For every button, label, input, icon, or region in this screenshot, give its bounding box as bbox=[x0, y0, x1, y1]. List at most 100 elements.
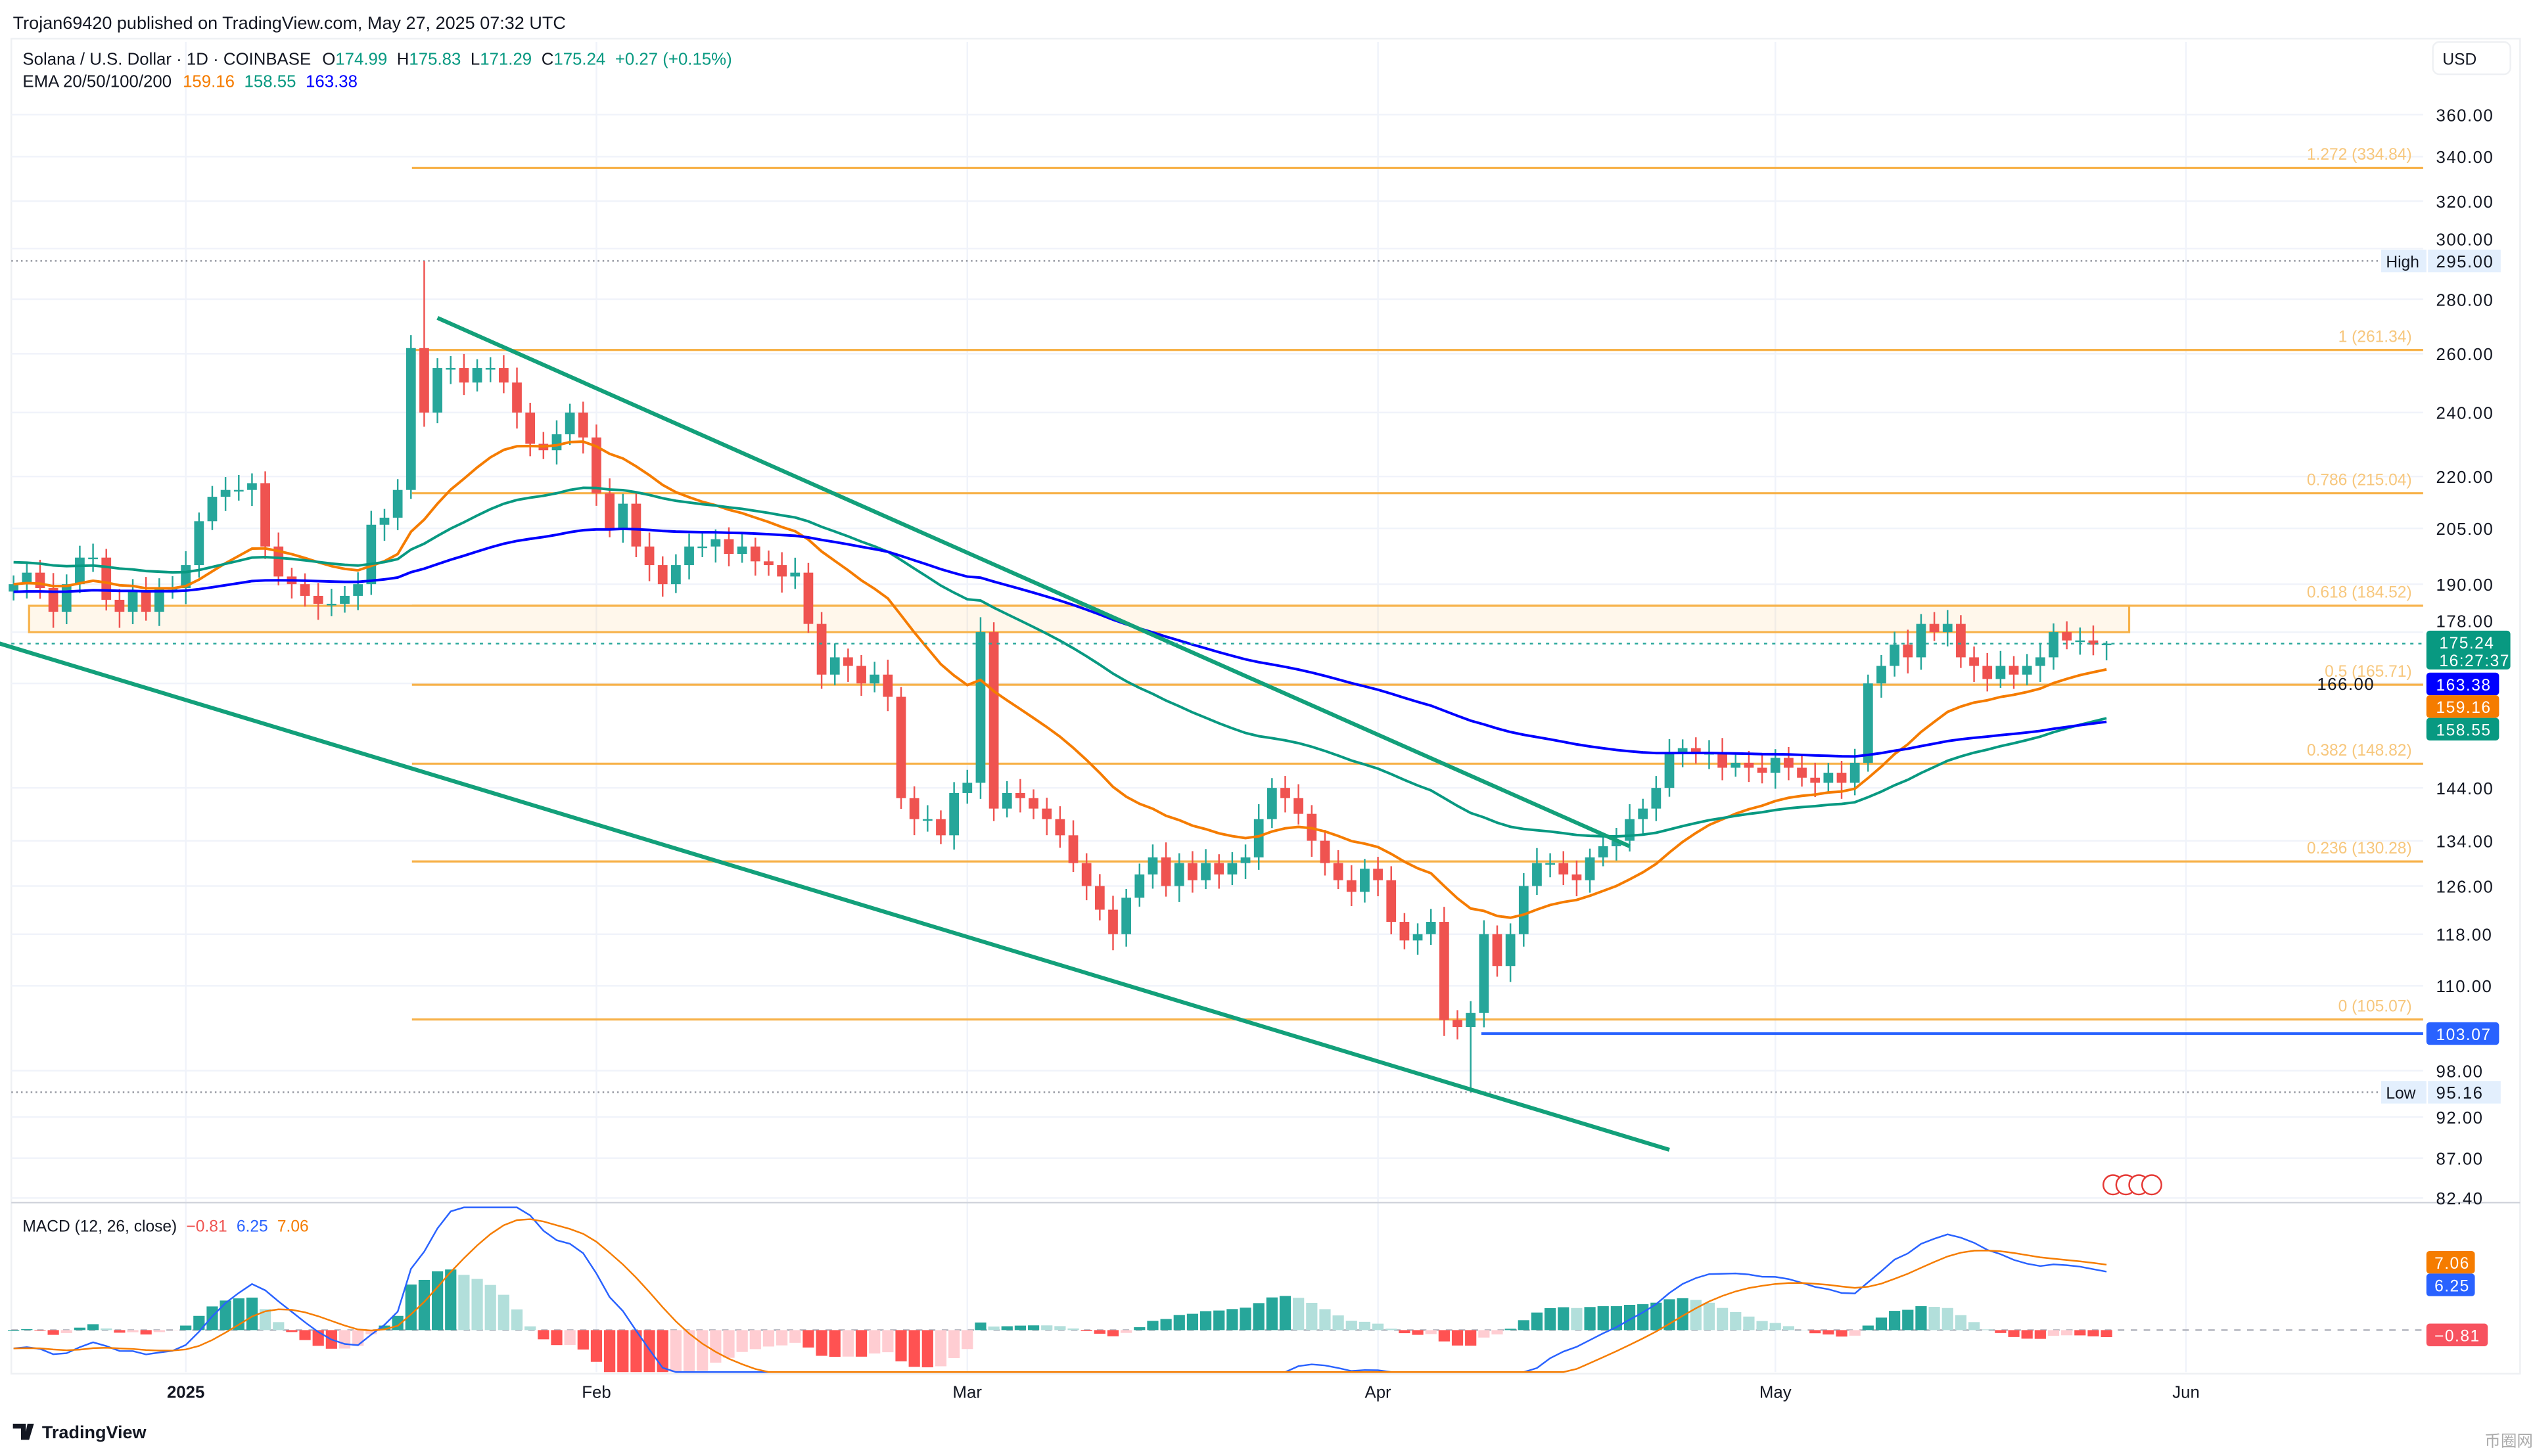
candle[interactable] bbox=[1770, 749, 1780, 789]
candle[interactable] bbox=[114, 589, 125, 628]
candle[interactable] bbox=[1029, 789, 1038, 819]
candle[interactable] bbox=[578, 401, 588, 454]
candle[interactable] bbox=[1346, 865, 1357, 907]
candle[interactable] bbox=[260, 471, 270, 559]
candle[interactable] bbox=[777, 552, 787, 593]
candle[interactable] bbox=[1916, 614, 1926, 670]
candle[interactable] bbox=[697, 531, 708, 557]
candle[interactable] bbox=[790, 557, 801, 589]
candle[interactable] bbox=[1015, 779, 1025, 813]
candle[interactable] bbox=[101, 549, 112, 611]
candle[interactable] bbox=[1836, 761, 1847, 799]
candle[interactable] bbox=[1876, 655, 1886, 698]
candle[interactable] bbox=[1942, 610, 1953, 647]
candle[interactable] bbox=[459, 353, 469, 396]
candle[interactable] bbox=[657, 556, 668, 597]
candle[interactable] bbox=[1068, 820, 1079, 873]
candle[interactable] bbox=[2049, 623, 2058, 670]
candle[interactable] bbox=[287, 568, 297, 599]
candle[interactable] bbox=[631, 491, 641, 557]
candle[interactable] bbox=[1784, 746, 1794, 781]
candle[interactable] bbox=[936, 810, 946, 844]
candle[interactable] bbox=[1188, 851, 1197, 893]
candle[interactable] bbox=[2009, 656, 2019, 689]
candle[interactable] bbox=[1890, 631, 1900, 677]
plot-area[interactable] bbox=[0, 261, 2423, 1152]
candle[interactable] bbox=[1108, 896, 1118, 951]
candle[interactable] bbox=[684, 534, 694, 580]
candle[interactable] bbox=[1969, 646, 1979, 682]
candle[interactable] bbox=[1266, 778, 1277, 829]
candle[interactable] bbox=[1360, 859, 1370, 903]
price-axis[interactable]: 360.00 340.00 320.00 300.00 280.00 260.00 240.… bbox=[2317, 106, 2511, 1208]
candle[interactable] bbox=[300, 573, 310, 607]
candle[interactable] bbox=[829, 643, 840, 685]
candle[interactable] bbox=[233, 474, 244, 501]
candle[interactable] bbox=[340, 586, 350, 613]
candle[interactable] bbox=[1201, 849, 1211, 890]
candle[interactable] bbox=[870, 662, 880, 693]
macd-legend[interactable]: MACD (12, 26, close) −0.81 6.25 7.06 bbox=[22, 1218, 308, 1236]
candle[interactable] bbox=[1492, 925, 1502, 977]
candle[interactable] bbox=[1558, 851, 1569, 886]
candle[interactable] bbox=[843, 648, 853, 682]
candle[interactable] bbox=[896, 687, 906, 809]
candle[interactable] bbox=[432, 358, 442, 424]
candle[interactable] bbox=[1505, 923, 1516, 982]
candle[interactable] bbox=[1797, 754, 1807, 787]
candle[interactable] bbox=[1651, 776, 1662, 821]
candle[interactable] bbox=[2088, 625, 2099, 656]
candle[interactable] bbox=[671, 554, 681, 593]
candle[interactable] bbox=[2062, 621, 2072, 650]
candle[interactable] bbox=[737, 532, 747, 563]
currency-button[interactable] bbox=[2432, 41, 2511, 76]
candle[interactable] bbox=[710, 529, 721, 563]
candle[interactable] bbox=[1731, 753, 1741, 777]
candle[interactable] bbox=[35, 559, 45, 599]
candle[interactable] bbox=[2022, 654, 2032, 685]
candle[interactable] bbox=[1532, 848, 1542, 895]
candle[interactable] bbox=[618, 493, 628, 543]
candle[interactable] bbox=[816, 612, 827, 689]
candle[interactable] bbox=[1638, 798, 1648, 836]
candle[interactable] bbox=[419, 261, 429, 427]
candle[interactable] bbox=[207, 486, 218, 530]
candle[interactable] bbox=[764, 550, 774, 576]
trendline[interactable] bbox=[0, 641, 1670, 1152]
candle[interactable] bbox=[1002, 781, 1012, 818]
candle[interactable] bbox=[922, 805, 933, 832]
candle[interactable] bbox=[2035, 643, 2045, 682]
candle[interactable] bbox=[1810, 762, 1821, 798]
candle[interactable] bbox=[512, 367, 522, 429]
candle[interactable] bbox=[1518, 873, 1529, 947]
candle[interactable] bbox=[1995, 650, 2006, 688]
candle[interactable] bbox=[592, 424, 601, 506]
candle[interactable] bbox=[1664, 739, 1675, 797]
candle[interactable] bbox=[22, 562, 32, 599]
candle[interactable] bbox=[1412, 923, 1423, 955]
candle[interactable] bbox=[1148, 844, 1158, 889]
candle[interactable] bbox=[1227, 852, 1238, 886]
candle[interactable] bbox=[1307, 805, 1317, 857]
candle[interactable] bbox=[485, 357, 496, 382]
candle[interactable] bbox=[141, 577, 151, 621]
candle[interactable] bbox=[1373, 857, 1383, 897]
candle[interactable] bbox=[1240, 844, 1251, 879]
candle[interactable] bbox=[379, 509, 390, 541]
candle[interactable] bbox=[1320, 830, 1330, 876]
candle[interactable] bbox=[551, 420, 562, 465]
candle[interactable] bbox=[247, 473, 257, 507]
candle[interactable] bbox=[1717, 738, 1727, 781]
candle[interactable] bbox=[1690, 737, 1701, 764]
candle[interactable] bbox=[1571, 860, 1582, 897]
candle[interactable] bbox=[962, 769, 973, 804]
candle[interactable] bbox=[392, 479, 403, 530]
candle[interactable] bbox=[1903, 629, 1913, 673]
candle[interactable] bbox=[1598, 835, 1608, 867]
candle[interactable] bbox=[1386, 866, 1397, 934]
event-flags-icon[interactable] bbox=[2102, 1174, 2162, 1196]
candle[interactable] bbox=[1081, 853, 1092, 901]
candle[interactable] bbox=[326, 589, 337, 616]
candle[interactable] bbox=[313, 583, 323, 620]
candle[interactable] bbox=[1612, 827, 1621, 861]
